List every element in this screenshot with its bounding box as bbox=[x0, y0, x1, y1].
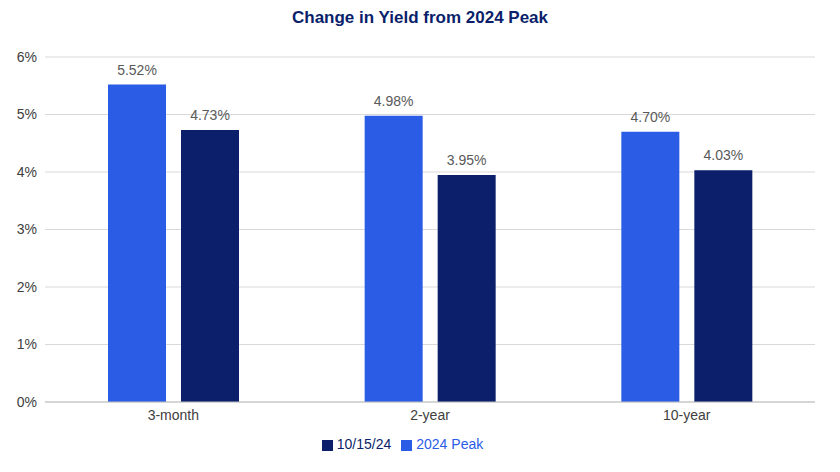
svg-text:2%: 2% bbox=[17, 279, 37, 295]
svg-text:3.95%: 3.95% bbox=[447, 152, 487, 168]
svg-text:3-month: 3-month bbox=[148, 407, 199, 423]
html-text:2024 Peak: 2024 Peak bbox=[416, 436, 484, 452]
svg-text:10-year: 10-year bbox=[663, 407, 711, 423]
svg-text:4.70%: 4.70% bbox=[630, 109, 670, 125]
html-text:Change in Yield from 2024 Peak: Change in Yield from 2024 Peak bbox=[292, 8, 548, 27]
html-text:10/15/24: 10/15/24 bbox=[336, 436, 392, 452]
svg-text:2-year: 2-year bbox=[410, 407, 450, 423]
svg-text:5%: 5% bbox=[17, 106, 37, 122]
svg-text:0%: 0% bbox=[17, 394, 37, 410]
svg-text:4.03%: 4.03% bbox=[703, 147, 743, 163]
svg-text:4.73%: 4.73% bbox=[190, 107, 230, 123]
svg-text:6%: 6% bbox=[17, 49, 37, 65]
svg-text:3%: 3% bbox=[17, 221, 37, 237]
svg-text:4%: 4% bbox=[17, 164, 37, 180]
svg-text:5.52%: 5.52% bbox=[117, 62, 157, 78]
svg-text:4.98%: 4.98% bbox=[374, 93, 414, 109]
svg-text:1%: 1% bbox=[17, 336, 37, 352]
